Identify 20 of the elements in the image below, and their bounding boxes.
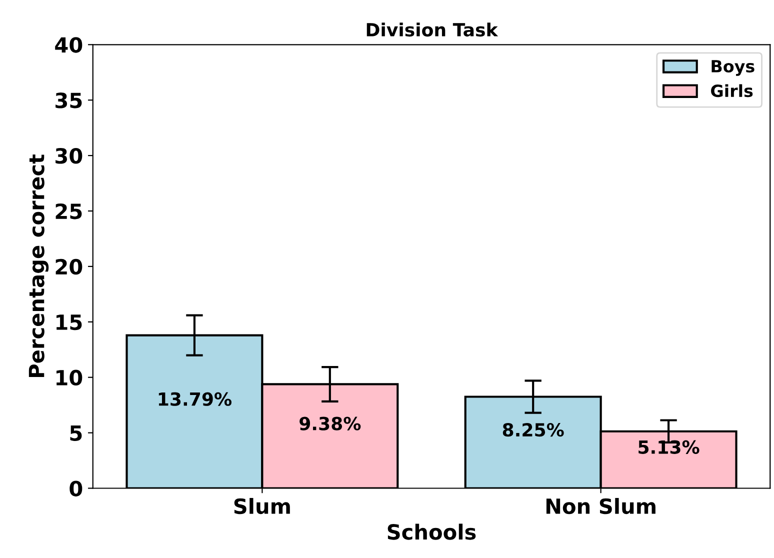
legend-label: Boys — [712, 60, 754, 76]
data-label: 13.79% — [158, 392, 232, 406]
data-label: 5.13% — [638, 440, 700, 454]
x-tick-label: Slum — [234, 498, 290, 514]
y-tick-label: 5 — [70, 426, 82, 442]
y-axis-title: Percentage correct — [28, 154, 49, 378]
y-tick-label: 40 — [55, 37, 82, 53]
y-tick-label: 15 — [56, 314, 82, 330]
y-tick-label: 10 — [56, 370, 82, 386]
data-label: 9.38% — [300, 416, 361, 430]
data-label: 8.25% — [502, 422, 564, 437]
x-axis-title: Schools — [388, 524, 476, 540]
x-tick-label: Non Slum — [546, 498, 656, 514]
chart-title: Division Task — [366, 22, 498, 37]
y-tick-label: 30 — [56, 148, 82, 164]
y-tick-label: 25 — [56, 203, 82, 220]
y-tick-label: 35 — [56, 92, 82, 108]
y-tick-label: 0 — [70, 480, 82, 496]
legend-label: Girls — [711, 84, 753, 98]
y-tick-label: 20 — [56, 258, 82, 275]
